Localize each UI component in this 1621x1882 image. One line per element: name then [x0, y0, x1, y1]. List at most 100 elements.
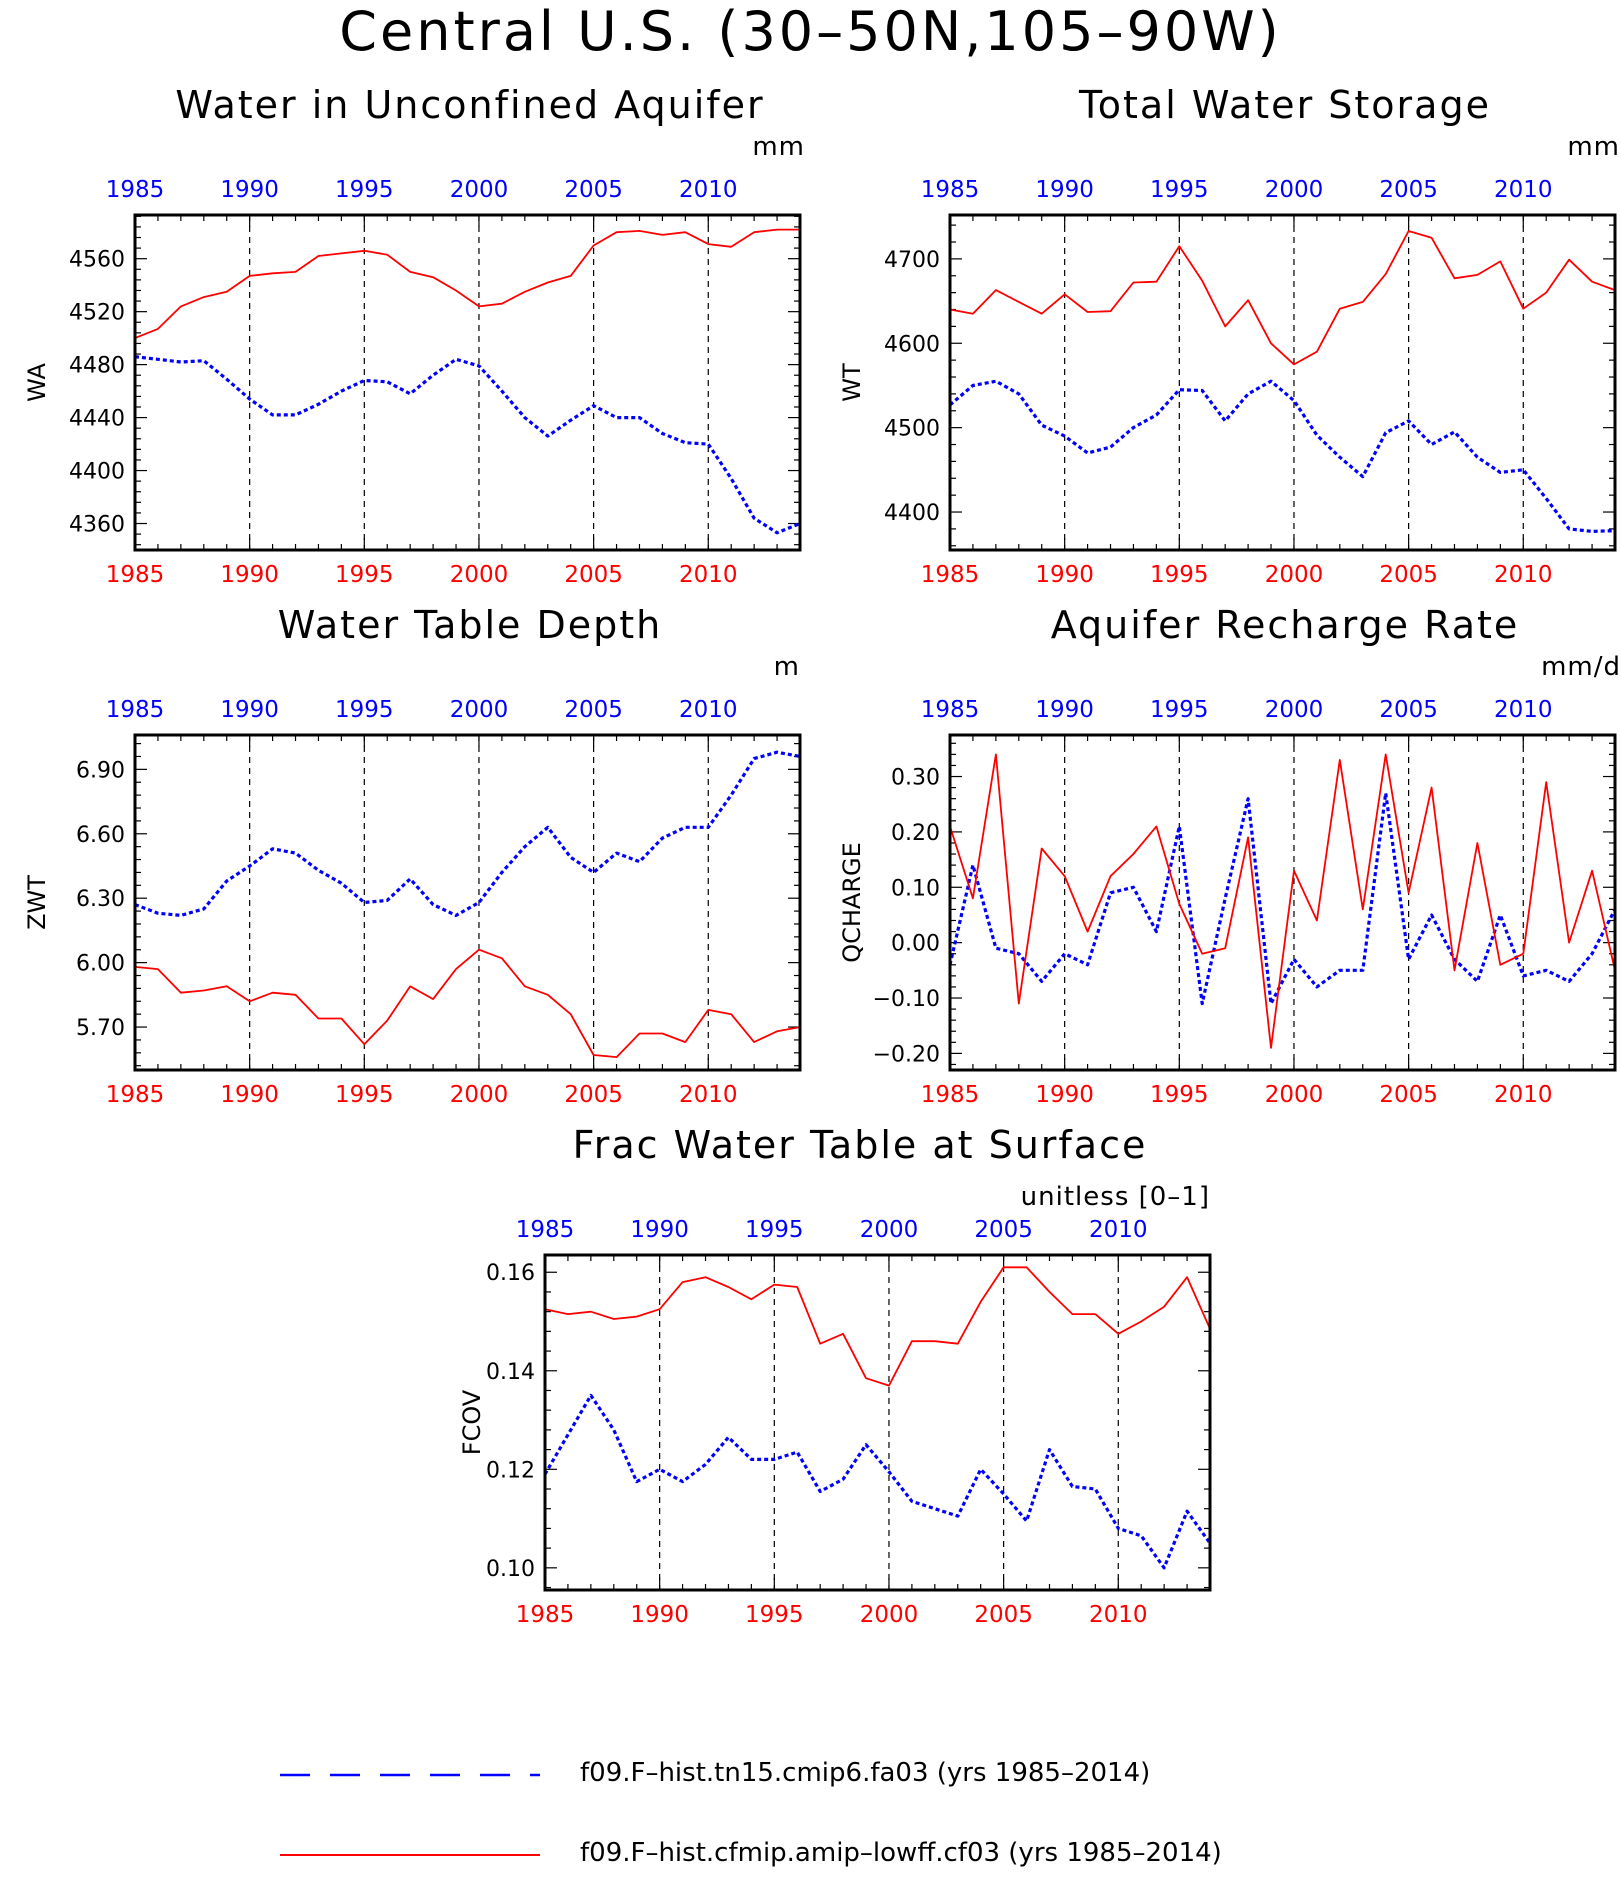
x-tick-label-bottom: 2005 [564, 1082, 623, 1108]
x-tick-label-bottom: 1995 [335, 562, 394, 588]
x-tick-label-bottom: 1990 [630, 1602, 689, 1628]
chart-total-water-storage: Total Water Storage mm 4400 4500 4600 4700 198… [815, 80, 1621, 610]
x-tick-label-bottom: 1985 [921, 1082, 980, 1108]
x-tick-label-bottom: 2005 [974, 1602, 1033, 1628]
x-tick-label-bottom: 2000 [450, 562, 509, 588]
x-tick-label-bottom: 2000 [860, 1602, 919, 1628]
x-tick-label-bottom: 1995 [335, 1082, 394, 1108]
y-tick-label: 4600 [884, 332, 940, 357]
x-tick-label-bottom: 2000 [450, 1082, 509, 1108]
series-line-red [134, 948, 801, 1059]
x-tick-label-bottom: 1995 [1150, 562, 1209, 588]
x-tick-label-bottom: 1995 [745, 1602, 804, 1628]
x-tick-label-bottom: 2010 [1494, 562, 1553, 588]
y-tick-label: 4700 [884, 248, 940, 273]
chart-title: Frac Water Table at Surface [573, 1123, 1148, 1167]
series-line-blue [543, 1393, 1212, 1570]
x-tick-label-bottom: 1990 [220, 562, 279, 588]
page-title: Central U.S. (30–50N,105–90W) [339, 0, 1282, 63]
legend-swatch-red-solid [280, 1854, 540, 1856]
x-tick-label-top: 2005 [974, 1217, 1033, 1243]
x-tick-label-bottom: 1990 [1035, 1082, 1094, 1108]
x-tick-label-bottom: 2010 [679, 1082, 738, 1108]
y-axis-label: WT [838, 363, 866, 402]
x-tick-label-top: 1995 [745, 1217, 804, 1243]
units-label: mm [1567, 132, 1620, 162]
plot-frame [133, 733, 802, 1072]
series-line-blue [134, 355, 801, 535]
plot-frame [948, 733, 1617, 1072]
x-tick-label-top: 1990 [1035, 177, 1094, 203]
x-tick-label-top: 2000 [450, 177, 509, 203]
y-tick-label: 0.14 [486, 1360, 535, 1385]
x-tick-label-bottom: 2010 [679, 562, 738, 588]
plot-frame [948, 213, 1617, 552]
x-tick-label-top: 1985 [921, 697, 980, 723]
plot-frame [133, 213, 802, 552]
chart-title: Total Water Storage [1078, 83, 1491, 127]
chart-title: Water in Unconfined Aquifer [175, 83, 764, 127]
y-tick-label: 6.30 [76, 887, 125, 912]
units-label: mm/d [1541, 652, 1621, 682]
series-line-blue [134, 750, 801, 917]
y-tick-label: 4400 [69, 460, 125, 485]
y-tick-label: 4520 [69, 301, 125, 326]
x-tick-label-top: 1985 [516, 1217, 575, 1243]
chart-svg-qcharge: Aquifer Recharge Rate mm/d −0.20 −0.10 0.00 0… [838, 603, 1621, 1108]
x-tick-label-bottom: 2005 [1379, 562, 1438, 588]
y-tick-label: −0.20 [873, 1042, 940, 1067]
series-line-blue [948, 379, 1616, 533]
chart-svg-wa: Water in Unconfined Aquifer mm 4360 4400 444… [23, 83, 805, 588]
y-tick-label: 0.20 [891, 821, 940, 846]
x-tick-label-bottom: 1995 [1150, 1082, 1209, 1108]
x-tick-label-top: 2000 [1265, 177, 1324, 203]
legend-label-blue: f09.F–hist.tn15.cmip6.fa03 (yrs 1985–201… [580, 1758, 1151, 1788]
y-tick-label: 6.90 [76, 758, 125, 783]
x-tick-label-top: 1985 [106, 697, 165, 723]
units-label: unitless [0–1] [1021, 1182, 1210, 1212]
x-tick-label-bottom: 2000 [1265, 1082, 1324, 1108]
y-tick-label: 4440 [69, 407, 125, 432]
chart-aquifer-recharge-rate: Aquifer Recharge Rate mm/d −0.20 −0.10 0.00 0… [815, 600, 1621, 1130]
x-tick-label-top: 1990 [630, 1217, 689, 1243]
units-label: mm [752, 132, 805, 162]
legend: f09.F–hist.tn15.cmip6.fa03 (yrs 1985–201… [280, 1740, 1380, 1870]
series-line-red [134, 228, 800, 339]
x-tick-label-bottom: 2010 [1089, 1602, 1148, 1628]
legend-label-red: f09.F–hist.cfmip.amip–lowff.cf03 (yrs 19… [580, 1838, 1222, 1868]
plot-frame [543, 1253, 1212, 1592]
y-axis-label: ZWT [23, 875, 51, 930]
chart-svg-fcov: Frac Water Table at Surface unitless [0–1… [458, 1123, 1212, 1628]
chart-title: Aquifer Recharge Rate [1051, 603, 1520, 647]
series-line-red [544, 1266, 1211, 1387]
y-tick-label: −0.10 [873, 987, 940, 1012]
y-tick-label: 4400 [884, 501, 940, 526]
x-tick-label-top: 1995 [1150, 697, 1209, 723]
y-tick-label: 0.00 [891, 932, 940, 957]
x-tick-label-top: 1985 [106, 177, 165, 203]
chart-svg-zwt: Water Table Depth m 5.70 6.00 6.30 6.60 6.90 19… [23, 603, 802, 1108]
x-tick-label-top: 1985 [921, 177, 980, 203]
y-tick-label: 6.00 [76, 952, 125, 977]
x-tick-label-top: 2005 [564, 177, 623, 203]
x-tick-label-top: 1995 [1150, 177, 1209, 203]
series-line-blue [948, 791, 1617, 1006]
chart-water-table-depth: Water Table Depth m 5.70 6.00 6.30 6.60 6.90 19… [0, 600, 810, 1130]
x-tick-label-top: 1995 [335, 697, 394, 723]
y-axis-label: QCHARGE [838, 842, 866, 963]
x-tick-label-top: 2000 [450, 697, 509, 723]
y-tick-label: 0.10 [486, 1557, 535, 1582]
x-tick-label-bottom: 2000 [1265, 562, 1324, 588]
chart-title: Water Table Depth [278, 603, 663, 647]
y-tick-label: 4480 [69, 354, 125, 379]
x-tick-label-bottom: 1985 [106, 562, 165, 588]
x-tick-label-top: 1990 [220, 697, 279, 723]
x-tick-label-bottom: 2005 [564, 562, 623, 588]
x-tick-label-top: 2000 [860, 1217, 919, 1243]
legend-swatch-blue-dashed [280, 1773, 540, 1777]
series-line-red [949, 753, 1616, 1049]
x-tick-label-top: 1990 [1035, 697, 1094, 723]
y-tick-label: 0.12 [486, 1458, 535, 1483]
x-tick-label-bottom: 2010 [1494, 1082, 1553, 1108]
x-tick-label-bottom: 1985 [921, 562, 980, 588]
